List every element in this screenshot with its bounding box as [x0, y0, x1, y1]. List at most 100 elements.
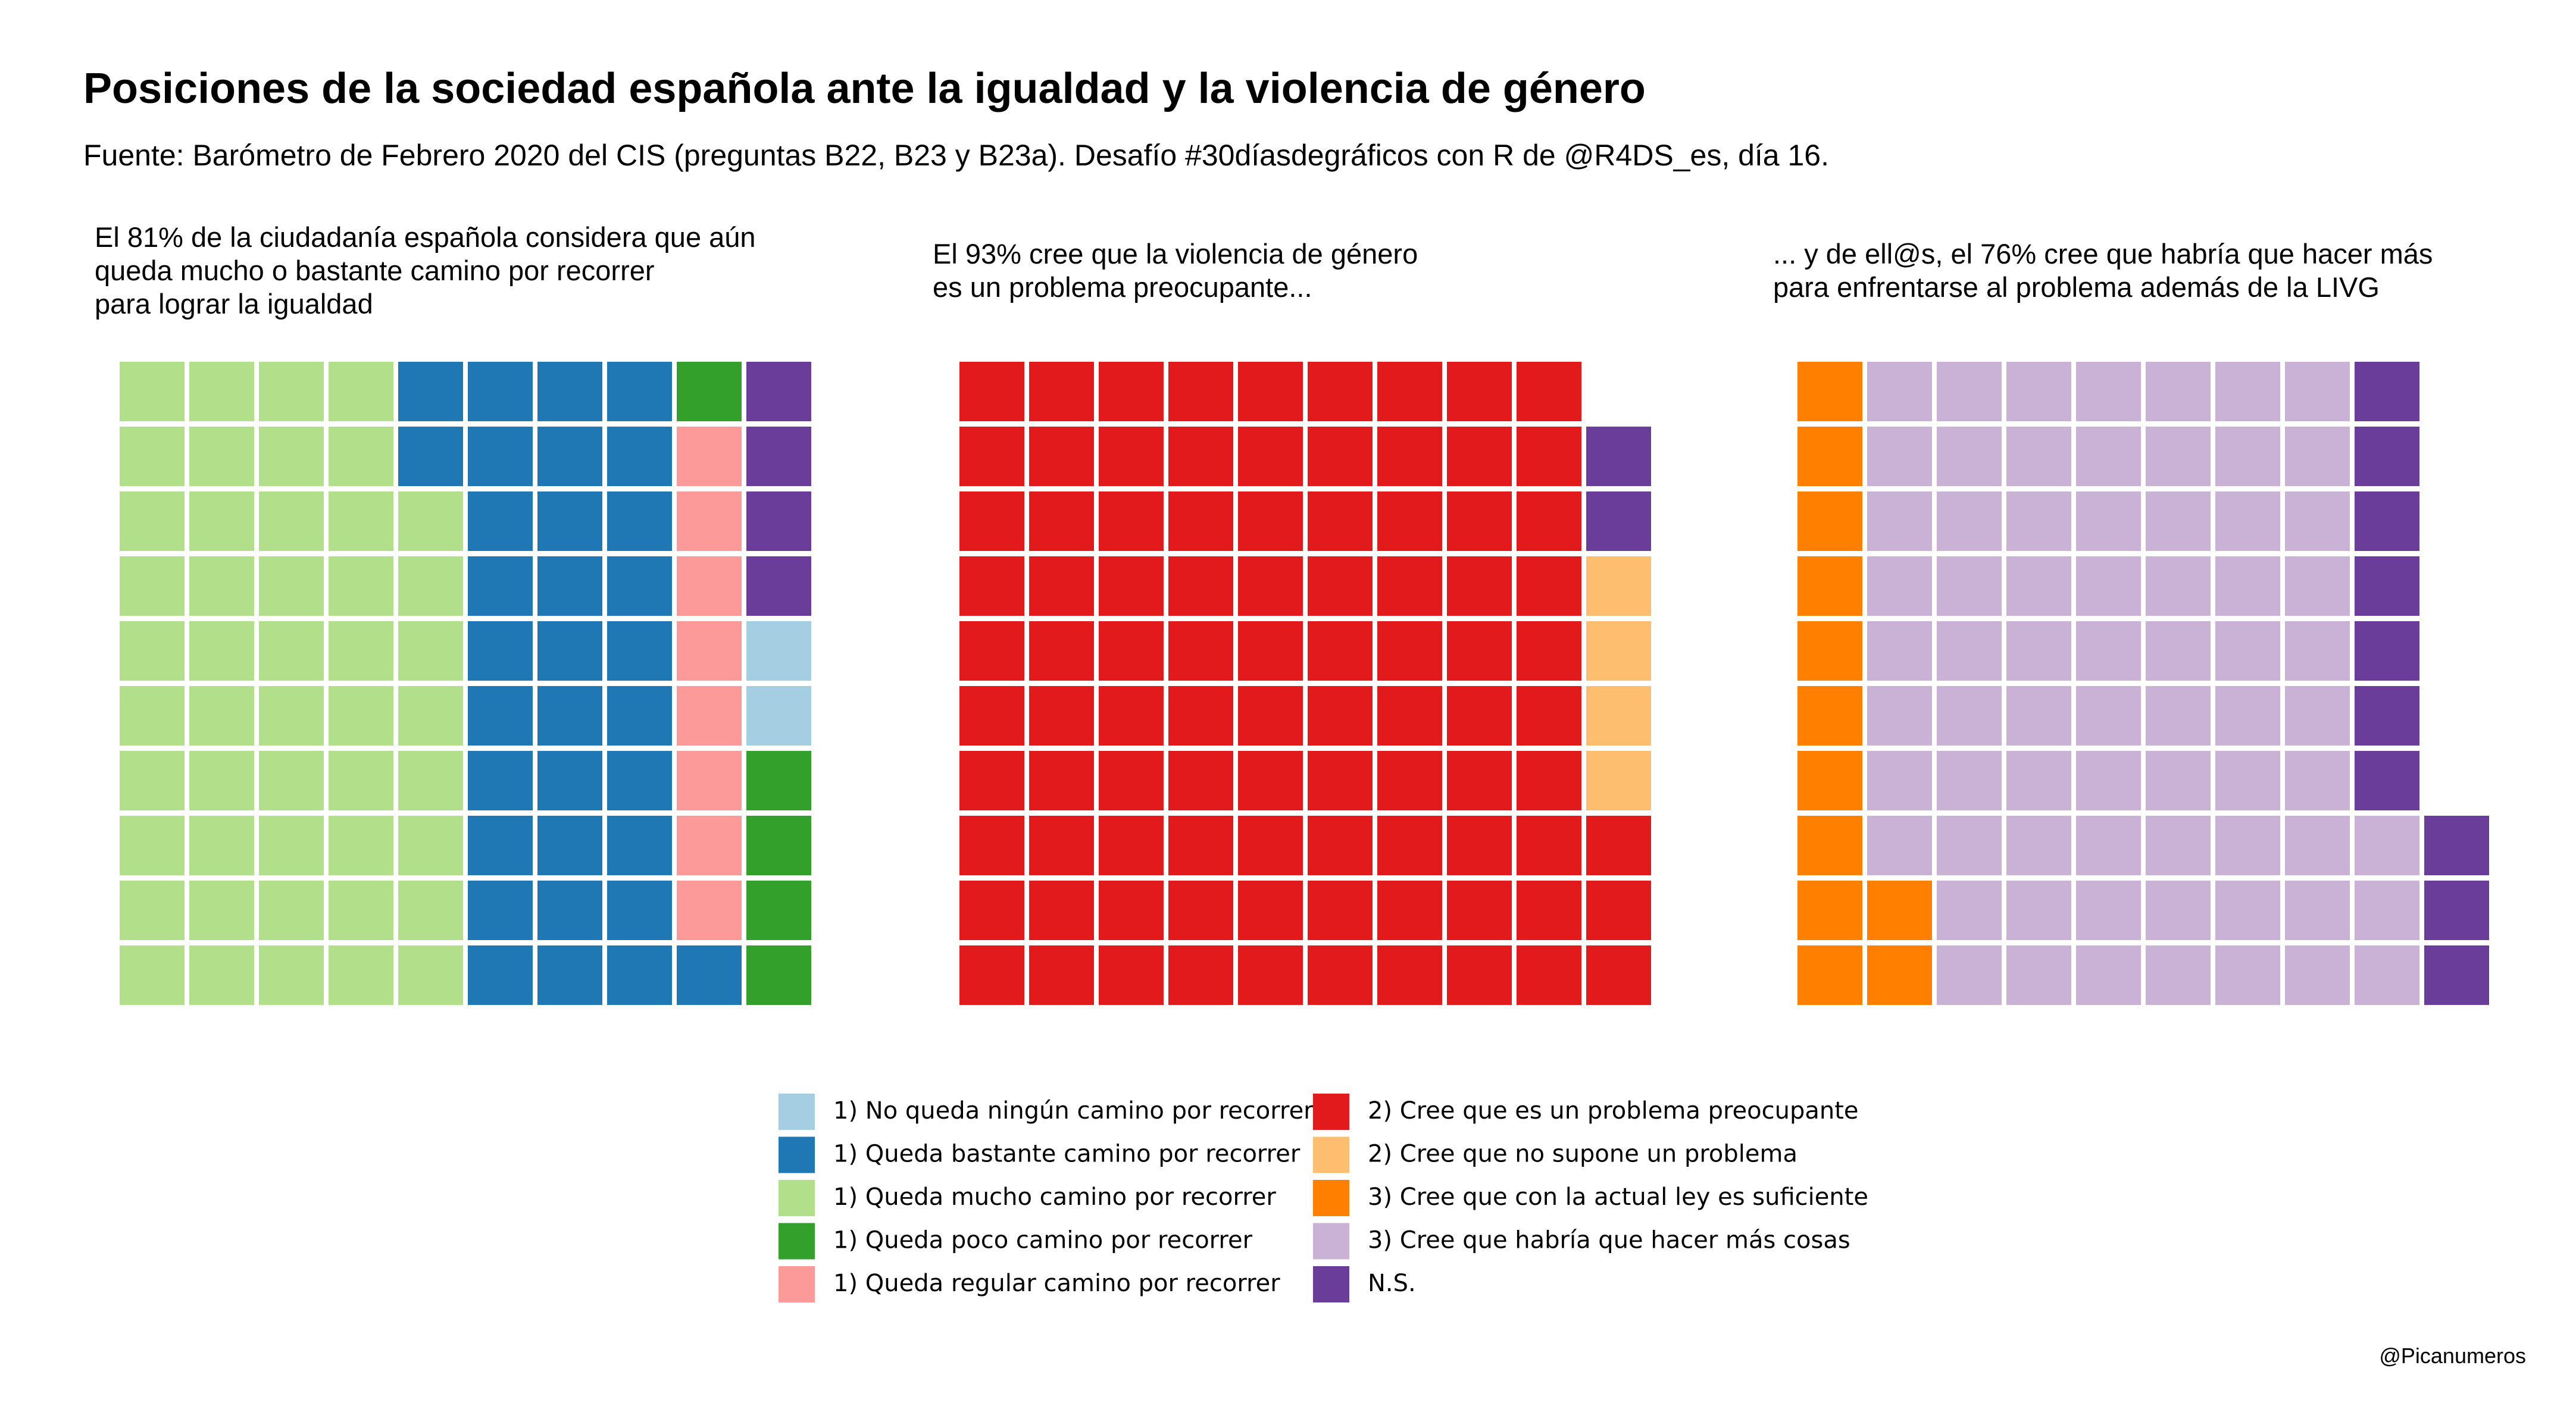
- waffle-cell: [1377, 621, 1442, 681]
- waffle-cell: [1867, 686, 1932, 746]
- waffle-cell: [1238, 427, 1303, 486]
- waffle-cell: [1586, 621, 1651, 681]
- legend-swatch: [779, 1094, 815, 1130]
- waffle-cell: [120, 362, 185, 421]
- waffle-cell: [1937, 816, 2002, 875]
- waffle-cell: [2006, 686, 2071, 746]
- legend-swatch: [1313, 1094, 1349, 1130]
- legend-swatch: [1313, 1180, 1349, 1216]
- panel-title: El 81% de la ciudadanía española conside…: [95, 221, 756, 320]
- credit: @Picanumeros: [2379, 1344, 2526, 1368]
- waffle-cell: [1937, 881, 2002, 940]
- waffle-cell: [607, 816, 672, 875]
- waffle-cell: [1377, 816, 1442, 875]
- legend-label: N.S.: [1368, 1270, 1416, 1297]
- waffle-cell: [120, 491, 185, 551]
- waffle-cell: [398, 556, 463, 616]
- waffle-cell: [398, 945, 463, 1005]
- waffle-cell: [1447, 491, 1512, 551]
- waffle-cell: [2215, 556, 2280, 616]
- waffle-cell: [259, 816, 324, 875]
- waffle-cell: [2006, 881, 2071, 940]
- waffle-cell: [2076, 621, 2141, 681]
- waffle-cell: [607, 556, 672, 616]
- waffle-cell: [746, 556, 811, 616]
- waffle-cell: [2285, 427, 2350, 486]
- waffle-cell: [746, 751, 811, 810]
- waffle-cell: [2076, 427, 2141, 486]
- waffle-cell: [329, 945, 393, 1005]
- waffle-cell: [1308, 881, 1373, 940]
- waffle-cell: [607, 491, 672, 551]
- waffle-cell: [1447, 362, 1512, 421]
- waffle-cell: [1517, 945, 1581, 1005]
- waffle-cell: [1029, 686, 1094, 746]
- waffle-cell: [1308, 362, 1373, 421]
- waffle-cell: [1937, 945, 2002, 1005]
- waffle-cell: [1797, 945, 1862, 1005]
- waffle-cell: [1447, 816, 1512, 875]
- waffle-cell: [746, 881, 811, 940]
- waffle-cell: [2424, 945, 2489, 1005]
- waffle-cell: [1168, 816, 1233, 875]
- waffle-cell: [1099, 686, 1164, 746]
- waffle-cell: [677, 816, 742, 875]
- waffle-cell: [1029, 816, 1094, 875]
- waffle-cell: [2006, 427, 2071, 486]
- waffle-cell: [2285, 621, 2350, 681]
- waffle-cell: [120, 881, 185, 940]
- waffle-cell: [2076, 751, 2141, 810]
- waffle-cell: [2285, 881, 2350, 940]
- waffle-cell: [1867, 362, 1932, 421]
- waffle-cell: [120, 945, 185, 1005]
- waffle-cell: [468, 362, 533, 421]
- waffle-cell: [329, 621, 393, 681]
- waffle-cell: [1168, 427, 1233, 486]
- waffle-cell: [746, 945, 811, 1005]
- waffle-cell: [2146, 686, 2211, 746]
- waffle-cell: [120, 816, 185, 875]
- legend-swatch: [1313, 1223, 1349, 1260]
- waffle-cell: [398, 751, 463, 810]
- waffle-cell: [259, 427, 324, 486]
- waffle-cell: [1586, 427, 1651, 486]
- waffle-cell: [2355, 816, 2419, 875]
- waffle-cell: [677, 686, 742, 746]
- waffle-cell: [259, 491, 324, 551]
- waffle-cell: [677, 491, 742, 551]
- waffle-cell: [1168, 621, 1233, 681]
- waffle-cell: [607, 362, 672, 421]
- waffle-cell: [2355, 427, 2419, 486]
- waffle-cell: [2285, 816, 2350, 875]
- waffle-cell: [1377, 686, 1442, 746]
- waffle-cell: [1867, 491, 1932, 551]
- waffle-cell: [1937, 491, 2002, 551]
- legend-swatch: [1313, 1136, 1349, 1173]
- waffle-cell: [1586, 491, 1651, 551]
- waffle-cell: [746, 491, 811, 551]
- waffle-cell: [1797, 621, 1862, 681]
- waffle-cell: [189, 751, 254, 810]
- waffle-cell: [2215, 362, 2280, 421]
- waffle-cell: [1517, 621, 1581, 681]
- title: Posiciones de la sociedad española ante …: [83, 65, 1646, 112]
- legend-swatch: [779, 1136, 815, 1173]
- waffle-cell: [1168, 751, 1233, 810]
- waffle-cell: [959, 881, 1024, 940]
- waffle-cell: [1517, 427, 1581, 486]
- waffle-cell: [1099, 621, 1164, 681]
- waffle-cell: [1238, 362, 1303, 421]
- waffle-cell: [1517, 751, 1581, 810]
- waffle-cell: [2215, 881, 2280, 940]
- waffle-cell: [120, 556, 185, 616]
- waffle-cell: [1797, 362, 1862, 421]
- waffle-cell: [959, 686, 1024, 746]
- waffle-cell: [329, 491, 393, 551]
- waffle-cell: [1377, 362, 1442, 421]
- subtitle: Fuente: Barómetro de Febrero 2020 del CI…: [83, 139, 1830, 172]
- waffle-cell: [1937, 427, 2002, 486]
- waffle-cell: [2355, 686, 2419, 746]
- waffle-cell: [2355, 945, 2419, 1005]
- waffle-cell: [189, 881, 254, 940]
